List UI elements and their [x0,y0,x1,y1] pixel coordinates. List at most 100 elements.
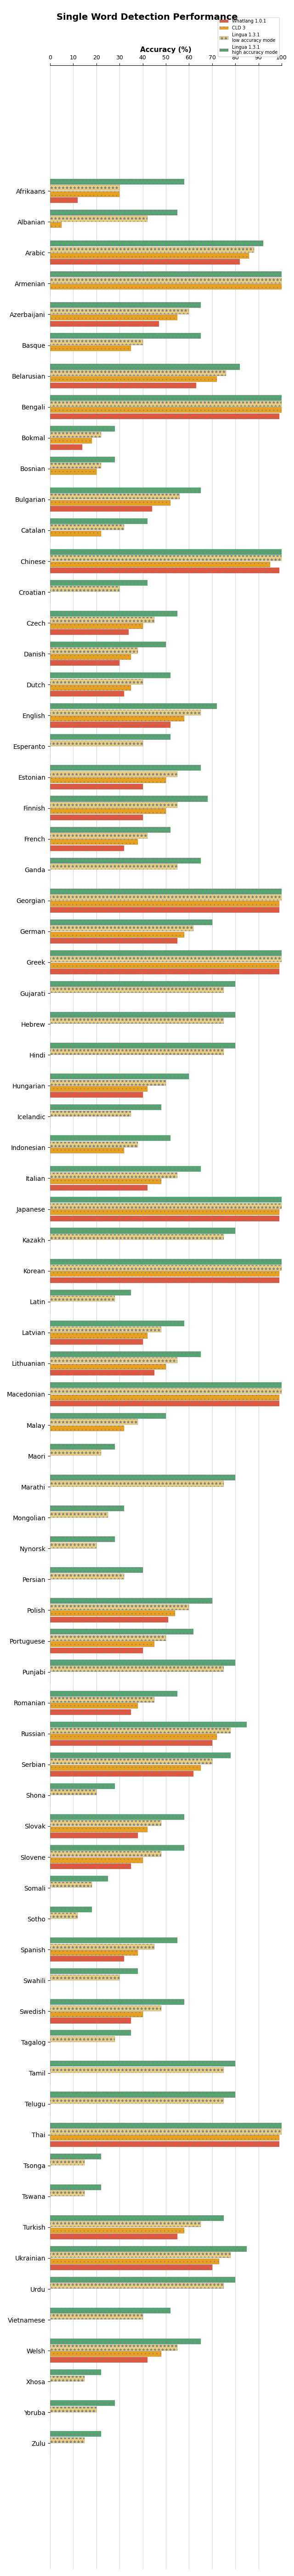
Bar [50,933,184,938]
Bar [50,178,184,185]
Bar [50,969,279,974]
Bar [50,2123,282,2128]
Bar [50,1211,279,1216]
Bar [50,2277,235,2282]
Bar [50,402,282,407]
Bar [50,1265,282,1270]
Bar [50,907,279,912]
Legend: Whatlang 1.0.1, CLD 3, Lingua 1.3.1
low accuracy mode, Lingua 1.3.1
high accurac: Whatlang 1.0.1, CLD 3, Lingua 1.3.1 low … [218,18,279,57]
Bar [50,1327,161,1332]
Bar [50,1087,147,1092]
Bar [50,412,279,420]
Bar [50,567,279,574]
Bar [50,739,143,747]
Bar [50,1710,131,1716]
Bar [50,309,189,314]
X-axis label: Accuracy (%): Accuracy (%) [140,46,191,54]
Bar [50,1950,138,1955]
Bar [50,1363,166,1370]
Bar [50,1605,189,1610]
Bar [50,889,282,894]
Bar [50,1883,92,1888]
Bar [50,1198,282,1203]
Bar [50,2246,247,2251]
Bar [50,2066,224,2074]
Bar [50,1185,147,1190]
Bar [50,2136,279,2141]
Bar [50,1765,201,1770]
Bar [50,2035,115,2043]
Bar [50,1844,184,1850]
Bar [50,649,138,654]
Bar [50,1172,177,1177]
Bar [50,1566,143,1574]
Bar [50,1741,212,1747]
Bar [50,1783,115,1788]
Bar [50,641,166,647]
Bar [50,1667,224,1672]
Bar [50,1976,119,1981]
Bar [50,1110,131,1115]
Bar [50,1659,235,1667]
Bar [50,2259,219,2264]
Bar [50,1476,235,1481]
Bar [50,770,177,778]
Bar [50,549,282,554]
Bar [50,1504,124,1512]
Bar [50,1260,282,1265]
Bar [50,1332,147,1340]
Bar [50,191,119,196]
Bar [50,240,263,247]
Bar [50,438,92,443]
Bar [50,456,115,461]
Bar [50,1937,177,1942]
Bar [50,1340,143,1345]
Bar [50,1597,212,1605]
Bar [50,1852,161,1857]
Bar [50,407,282,412]
Bar [50,1180,161,1185]
Bar [50,840,138,845]
Bar [50,2357,147,2362]
Bar [50,2221,201,2228]
Bar [50,2141,279,2146]
Bar [50,1875,108,1880]
Bar [50,1216,279,1221]
Bar [50,1048,224,1054]
Bar [50,2190,85,2197]
Bar [50,618,154,623]
Bar [50,1321,184,1327]
Bar [50,963,279,969]
Bar [50,858,201,863]
Bar [50,1821,161,1826]
Bar [50,1481,224,1486]
Bar [50,363,240,368]
Bar [50,464,101,469]
Bar [50,1535,115,1543]
Bar [50,2375,85,2380]
Bar [50,252,249,258]
Bar [50,1149,124,1154]
Bar [50,1770,194,1777]
Bar [50,629,129,634]
Bar [50,247,254,252]
Bar [50,611,177,616]
Bar [50,827,171,832]
Bar [50,2092,235,2097]
Bar [50,832,147,840]
Bar [50,721,171,726]
Bar [50,1945,154,1950]
Bar [50,1628,194,1636]
Bar [50,2264,212,2269]
Bar [50,340,143,345]
Bar [50,716,184,721]
Bar [50,801,177,809]
Bar [50,1857,143,1862]
Bar [50,863,177,871]
Bar [50,2030,131,2035]
Bar [50,1862,131,1870]
Bar [50,2017,131,2022]
Bar [50,1291,131,1296]
Bar [50,1388,282,1394]
Bar [50,1105,161,1110]
